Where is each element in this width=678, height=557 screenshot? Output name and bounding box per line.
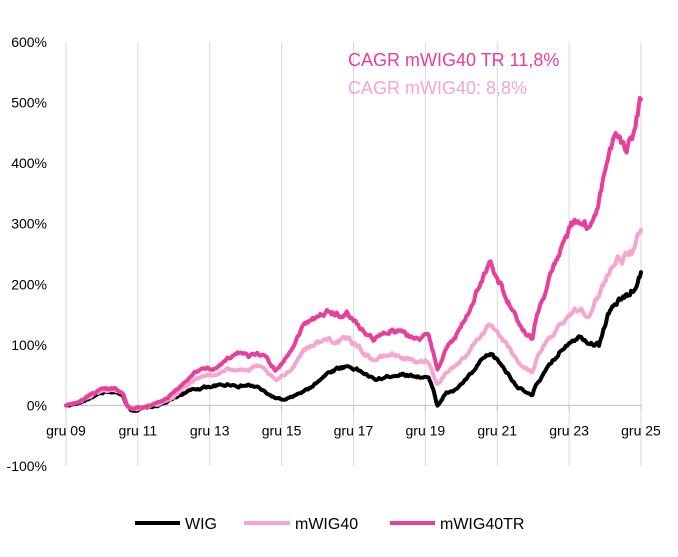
y-tick-label: 400% <box>11 155 47 171</box>
gridlines <box>65 42 642 466</box>
y-tick-label: 300% <box>11 216 47 232</box>
legend: WIG mWIG40 mWIG40TR <box>135 516 524 533</box>
x-tick-label: gru 17 <box>334 422 374 438</box>
y-tick-label: 0% <box>27 397 47 413</box>
legend-label-mwig40tr: mWIG40TR <box>440 516 524 533</box>
x-tick-label: gru 21 <box>477 422 517 438</box>
y-tick-label: -100% <box>7 458 47 474</box>
legend-label-wig: WIG <box>185 516 217 533</box>
legend-item-mwig40tr: mWIG40TR <box>390 516 524 533</box>
y-tick-label: 500% <box>11 95 47 111</box>
y-tick-label: 200% <box>11 276 47 292</box>
x-tick-label: gru 23 <box>549 422 589 438</box>
x-tick-label: gru 25 <box>621 422 661 438</box>
series-line-mwig40tr <box>64 96 643 411</box>
series-lines <box>64 96 643 413</box>
legend-item-wig: WIG <box>135 516 217 533</box>
annotation-cagr-mwig40: CAGR mWIG40: 8,8% <box>348 78 527 98</box>
x-tick-label: gru 11 <box>119 422 158 438</box>
x-tick-label: gru 19 <box>406 422 446 438</box>
x-tick-label: gru 15 <box>262 422 302 438</box>
y-tick-label: 100% <box>11 337 47 353</box>
annotation-cagr-mwig40tr: CAGR mWIG40 TR 11,8% <box>348 50 559 70</box>
x-tick-label: gru 09 <box>46 422 86 438</box>
y-axis: -100% 0% 100% 200% 300% 400% 500% 600% <box>7 34 47 474</box>
x-axis: gru 09 gru 11 gru 13 gru 15 gru 17 gru 19 gru … <box>46 405 661 438</box>
legend-label-mwig40: mWIG40 <box>295 516 358 533</box>
x-tick-label: gru 13 <box>190 422 230 438</box>
legend-item-mwig40: mWIG40 <box>244 516 358 533</box>
y-tick-label: 600% <box>11 34 47 50</box>
